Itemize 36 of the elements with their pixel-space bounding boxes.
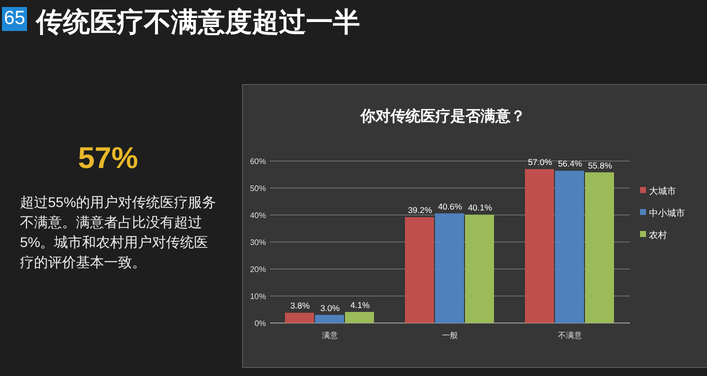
data-label: 57.0% xyxy=(528,157,552,168)
data-label: 3.8% xyxy=(290,300,310,311)
y-tick-label: 30% xyxy=(250,238,266,247)
text: 65 xyxy=(2,7,28,31)
bar xyxy=(555,170,584,323)
legend-label: 大城市 xyxy=(649,186,676,196)
bar xyxy=(465,214,494,323)
bar xyxy=(285,312,314,323)
data-label: 39.2% xyxy=(408,205,432,216)
data-label: 55.8% xyxy=(588,160,612,170)
x-tick-label: 一般 xyxy=(442,331,458,340)
y-tick-label: 10% xyxy=(250,292,266,301)
legend-label: 中小城市 xyxy=(649,208,685,218)
bar xyxy=(525,169,554,323)
bar xyxy=(405,217,434,323)
x-tick-label: 不满意 xyxy=(558,331,582,340)
bar xyxy=(435,213,464,323)
text: 传统医疗不满意度超过一半 xyxy=(36,6,360,39)
data-label: 40.6% xyxy=(438,201,462,212)
x-tick-label: 满意 xyxy=(322,331,338,340)
data-label: 4.1% xyxy=(350,300,370,310)
y-tick-label: 60% xyxy=(250,157,266,166)
y-tick-label: 40% xyxy=(250,211,266,220)
legend-label: 农村 xyxy=(649,230,667,240)
y-tick-label: 20% xyxy=(250,265,266,274)
bar xyxy=(345,312,374,323)
bar xyxy=(315,314,344,323)
bar xyxy=(585,172,614,323)
text: 57% xyxy=(78,142,138,176)
data-label: 40.1% xyxy=(468,202,492,213)
text: 超过55%的用户对传统医疗服务不满意。满意者占比没有超过5%。城市和农村用户对传统医疗的评价基本一致。 xyxy=(20,193,218,272)
chart-title: 你对传统医疗是否满意？ xyxy=(360,108,526,125)
data-label: 56.4% xyxy=(558,158,582,169)
data-label: 3.0% xyxy=(320,302,340,313)
y-tick-label: 50% xyxy=(250,184,266,193)
y-tick-label: 0% xyxy=(254,319,266,328)
